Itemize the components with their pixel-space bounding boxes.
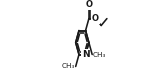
Text: CH₃: CH₃ xyxy=(93,52,106,57)
Text: CH₃: CH₃ xyxy=(62,63,75,69)
Text: N: N xyxy=(82,50,89,59)
Text: O: O xyxy=(85,0,92,9)
Text: O: O xyxy=(92,14,99,23)
